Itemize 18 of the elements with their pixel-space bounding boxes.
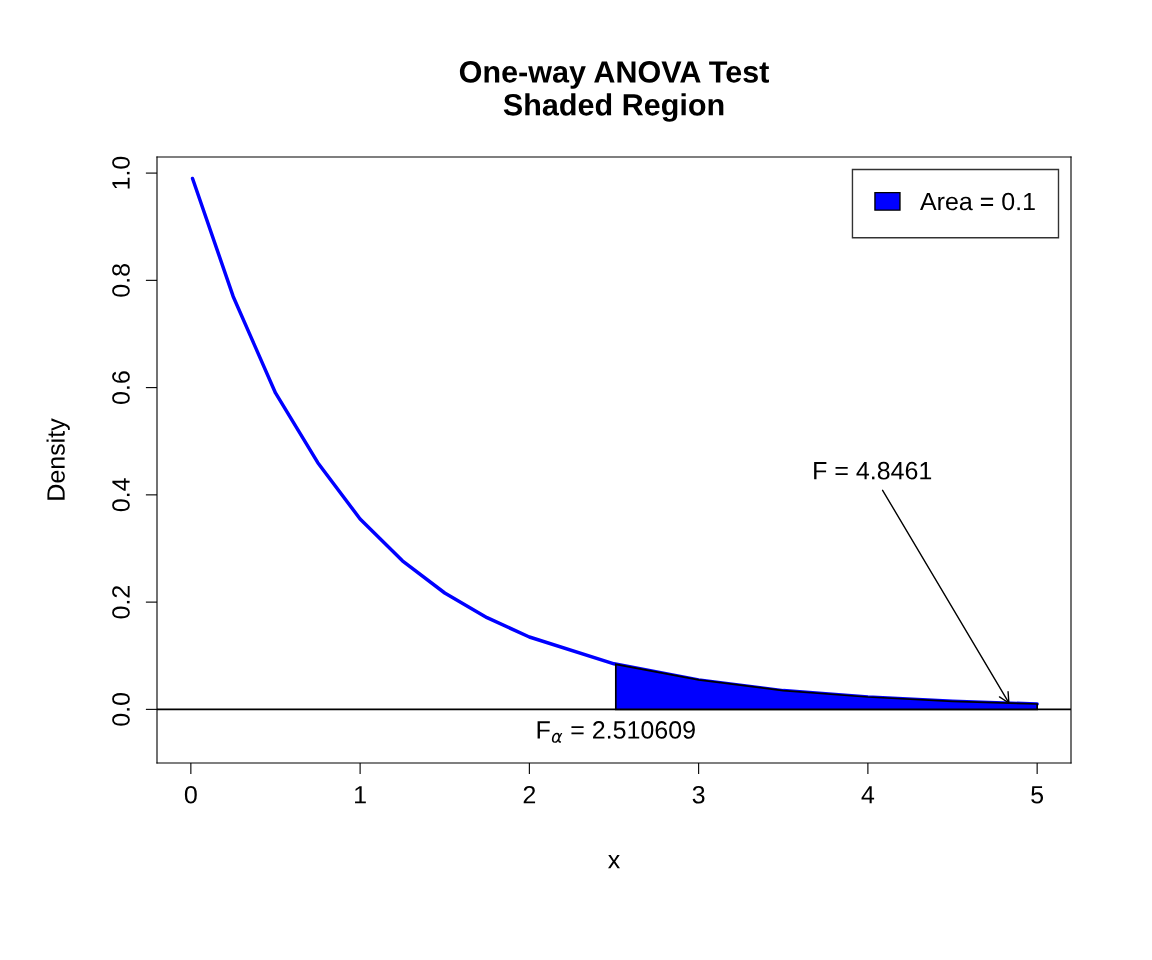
x-tick-label: 4 <box>861 786 875 804</box>
y-tick-label: 0.0 <box>112 692 130 726</box>
x-tick-label: 5 <box>1031 786 1044 804</box>
x-tick-label: 2 <box>523 785 536 804</box>
annotation: F = 4.8461 <box>814 461 932 480</box>
y-tick-label: 0.4 <box>112 478 130 512</box>
legend-label: Area = 0.1 <box>920 192 1035 211</box>
y-tick-label: 0.8 <box>112 264 130 297</box>
y-tick-label: 1.0 <box>112 156 130 189</box>
x-tick-label: 0 <box>184 785 197 804</box>
y-axis-title: Density <box>46 418 70 500</box>
x-tick-label: 1 <box>355 786 366 804</box>
y-tick-label: 0.2 <box>112 585 130 619</box>
x-axis-title: x <box>608 855 620 869</box>
x-tick-label: 3 <box>692 785 705 804</box>
annotation: F$_{α}$ = 2.510609 <box>537 721 695 743</box>
chart-title: One-way ANOVA Test Shaded Region <box>459 61 769 122</box>
y-tick-label: 0.6 <box>112 371 130 404</box>
